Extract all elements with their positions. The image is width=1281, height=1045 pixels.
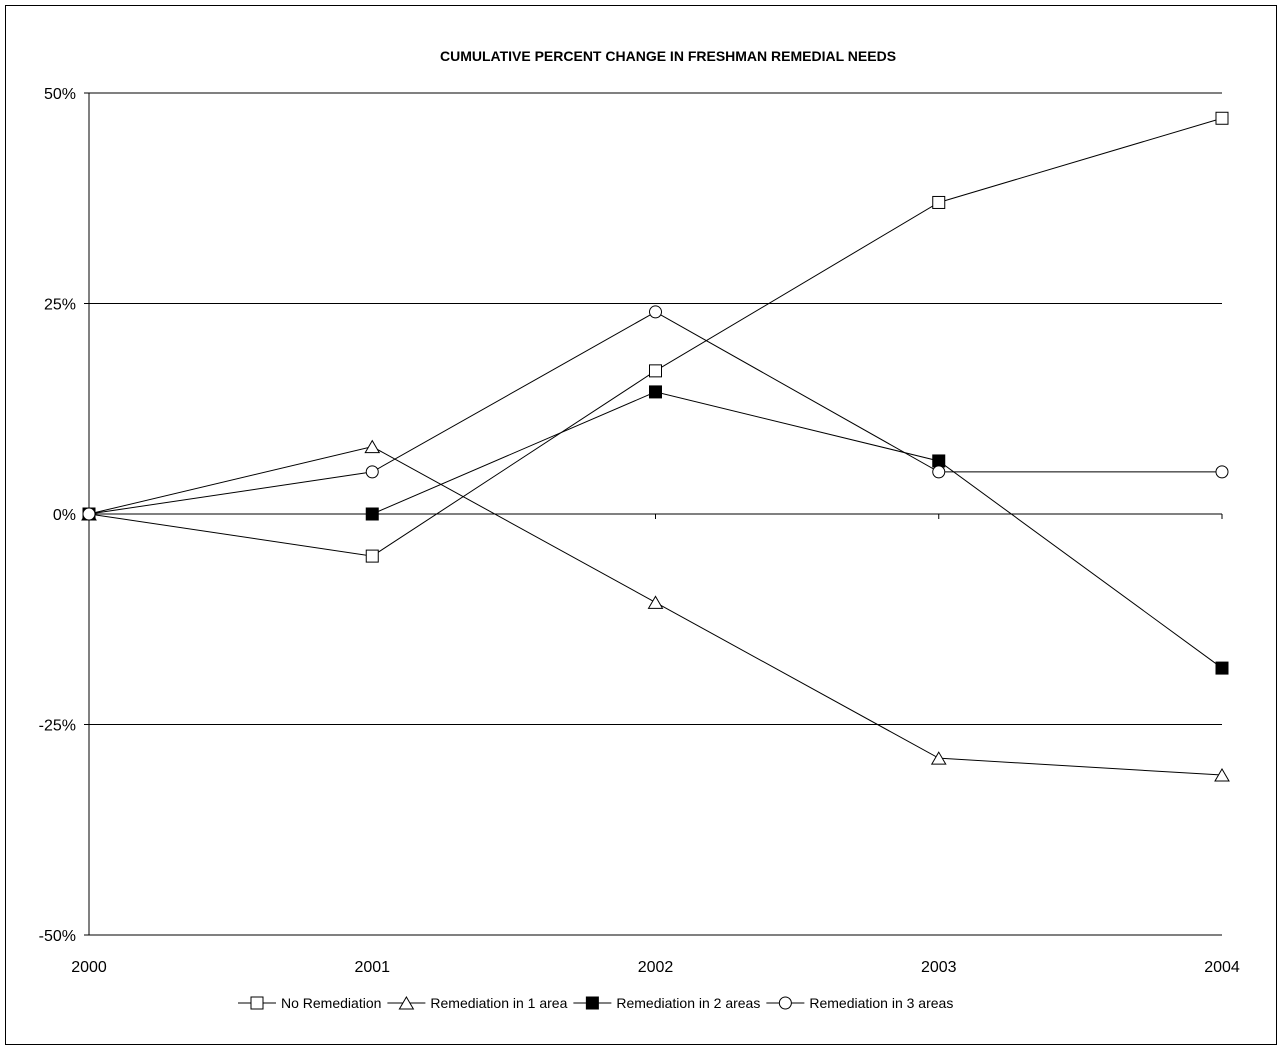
legend-label: Remediation in 1 area bbox=[430, 995, 567, 1011]
legend-item: Remediation in 1 area bbox=[387, 995, 568, 1011]
data-point bbox=[932, 465, 946, 479]
data-point bbox=[365, 549, 379, 563]
x-tick-label: 2004 bbox=[1204, 959, 1240, 976]
x-tick-label: 2001 bbox=[354, 959, 390, 976]
series-layer bbox=[81, 111, 1230, 782]
gridlines bbox=[89, 92, 1222, 936]
y-tick-label: -50% bbox=[39, 928, 76, 945]
legend-marker bbox=[250, 996, 264, 1010]
data-point bbox=[1215, 661, 1229, 675]
series-line bbox=[88, 446, 1223, 776]
data-point bbox=[649, 364, 662, 378]
data-point bbox=[364, 439, 381, 454]
data-point bbox=[365, 465, 379, 479]
data-point bbox=[365, 507, 379, 521]
x-tick-label: 2000 bbox=[71, 959, 107, 976]
legend-item: Remediation in 3 areas bbox=[766, 995, 953, 1011]
data-point bbox=[932, 195, 946, 209]
x-tick-label: 2002 bbox=[638, 959, 674, 976]
series-line bbox=[88, 117, 1223, 557]
legend-label: Remediation in 3 areas bbox=[809, 995, 953, 1011]
data-point bbox=[930, 751, 947, 765]
series-2 bbox=[81, 439, 1230, 782]
data-point bbox=[1215, 111, 1229, 125]
legend-label: Remediation in 2 areas bbox=[616, 995, 760, 1011]
series-line bbox=[88, 311, 1222, 515]
y-tick-label: -25% bbox=[39, 718, 76, 735]
chart-frame bbox=[5, 5, 1277, 1045]
data-point bbox=[1215, 465, 1229, 479]
legend-marker bbox=[585, 996, 599, 1010]
data-point bbox=[932, 454, 946, 468]
x-axis-ticks: 2000 2001 2002 2003 2004 bbox=[71, 514, 1240, 976]
legend-marker bbox=[778, 996, 792, 1010]
series-4 bbox=[82, 305, 1229, 521]
series-line bbox=[89, 391, 1223, 669]
data-point bbox=[649, 385, 662, 399]
y-tick-label: 25% bbox=[44, 297, 76, 314]
legend: No Remediation Remediation in 1 area Remed… bbox=[238, 995, 953, 1011]
legend-item: Remediation in 2 areas bbox=[573, 995, 760, 1011]
y-tick-label: 0% bbox=[53, 507, 76, 524]
legend-marker bbox=[398, 996, 415, 1010]
data-point bbox=[649, 305, 662, 319]
series-3 bbox=[82, 385, 1229, 675]
legend-label: No Remediation bbox=[281, 995, 381, 1011]
series-1 bbox=[82, 111, 1229, 563]
x-tick-label: 2003 bbox=[921, 959, 957, 976]
data-point bbox=[1214, 768, 1230, 782]
y-tick-label: 50% bbox=[44, 86, 76, 103]
chart-title: CUMULATIVE PERCENT CHANGE IN FRESHMAN RE… bbox=[440, 48, 896, 64]
legend-item: No Remediation bbox=[238, 995, 381, 1011]
y-axis-ticks: 50% 25% 0% -25% -50% bbox=[39, 86, 89, 945]
data-point bbox=[82, 507, 96, 521]
data-point bbox=[647, 595, 664, 609]
